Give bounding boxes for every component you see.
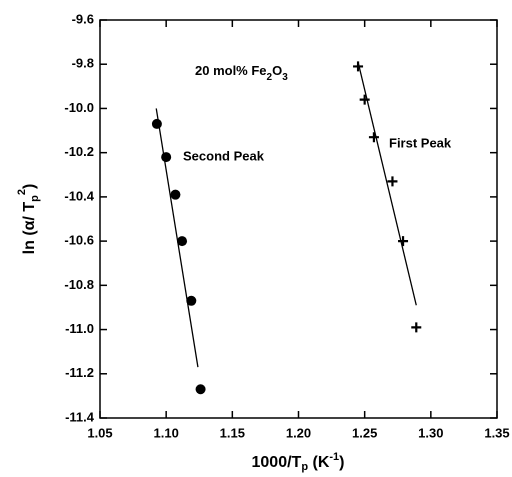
- x-tick-label: 1.05: [87, 425, 112, 440]
- point: [368, 132, 379, 143]
- x-tick-label: 1.20: [286, 425, 311, 440]
- y-axis-label: ln (α/ Tp2): [16, 184, 41, 255]
- y-tick-label: -10.6: [64, 233, 94, 248]
- point: [353, 61, 364, 72]
- x-axis-label: 1000/Tp (K-1): [252, 451, 345, 473]
- x-tick-label: 1.35: [484, 425, 509, 440]
- fit-line: [155, 108, 199, 368]
- series-label: Second Peak: [183, 148, 265, 163]
- point: [359, 94, 370, 105]
- point: [151, 118, 162, 129]
- x-tick-label: 1.25: [352, 425, 377, 440]
- x-tick-label: 1.10: [154, 425, 179, 440]
- y-tick-label: -10.2: [64, 144, 94, 159]
- point: [398, 236, 409, 247]
- point: [411, 322, 422, 333]
- y-tick-label: -11.2: [65, 365, 94, 380]
- y-tick-label: -9.6: [72, 11, 94, 26]
- point: [170, 189, 181, 200]
- plot-frame: [99, 19, 498, 419]
- x-tick-label: 1.15: [220, 425, 245, 440]
- point: [195, 384, 206, 395]
- y-tick-label: -9.8: [72, 56, 94, 71]
- annotation: 20 mol% Fe2O3: [195, 63, 288, 82]
- point: [177, 236, 188, 247]
- y-tick-label: -11.4: [65, 409, 95, 424]
- y-tick-label: -11.0: [65, 321, 94, 336]
- point: [387, 176, 398, 187]
- fit-line: [357, 61, 417, 306]
- series-label: First Peak: [389, 135, 452, 150]
- point: [186, 295, 197, 306]
- y-tick-label: -10.8: [64, 277, 94, 292]
- point: [161, 152, 172, 163]
- y-tick-label: -10.0: [64, 100, 94, 115]
- x-tick-label: 1.30: [418, 425, 443, 440]
- y-tick-label: -10.4: [64, 188, 94, 203]
